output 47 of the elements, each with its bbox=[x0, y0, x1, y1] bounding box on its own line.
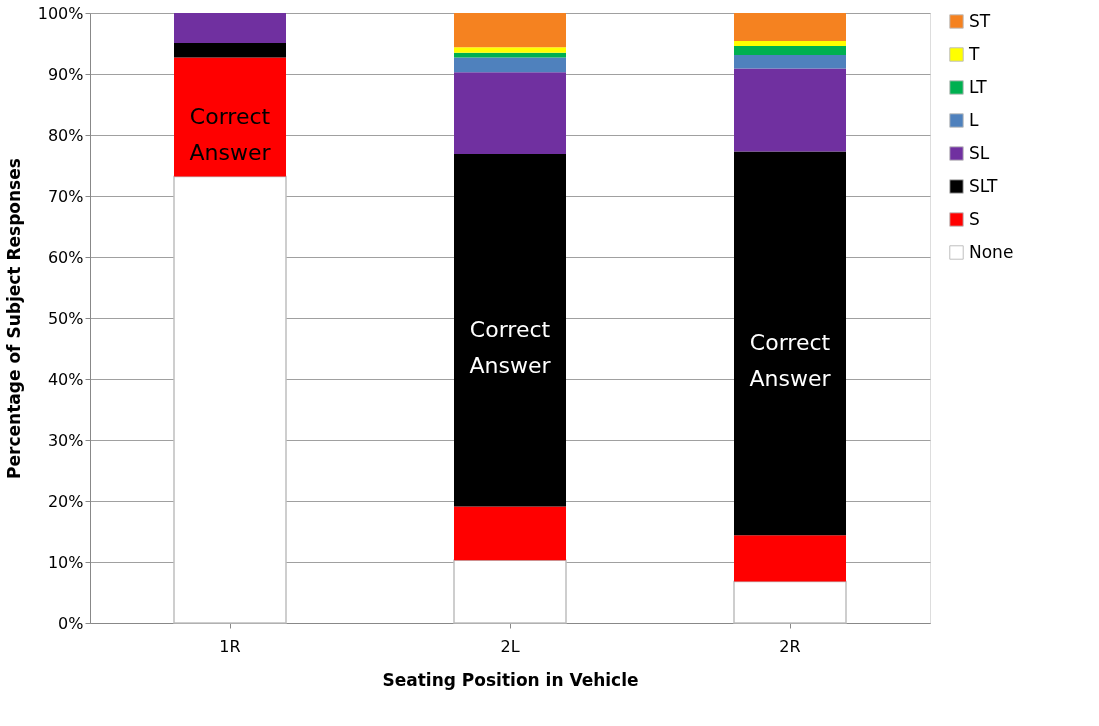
x-tick-label: 2R bbox=[779, 636, 801, 656]
bar bbox=[734, 45, 846, 56]
y-tick-label: 10% bbox=[47, 552, 84, 572]
y-tick-label: 0% bbox=[58, 613, 84, 633]
y-tick-label: 50% bbox=[47, 308, 84, 328]
annotation: Correct Answer bbox=[749, 330, 832, 392]
bar bbox=[454, 13, 566, 48]
bar bbox=[174, 42, 286, 58]
bar bbox=[734, 68, 846, 152]
bar bbox=[454, 57, 566, 73]
x-tick-label: 2L bbox=[500, 636, 520, 656]
legend-label: SLT bbox=[969, 175, 998, 196]
bar bbox=[734, 535, 846, 582]
bar bbox=[174, 13, 286, 43]
y-tick-label: 40% bbox=[47, 369, 84, 389]
x-axis-title: Seating Position in Vehicle bbox=[382, 669, 639, 690]
bar bbox=[734, 13, 846, 42]
y-tick-label: 70% bbox=[47, 186, 84, 206]
y-tick-label: 20% bbox=[47, 491, 84, 511]
bar bbox=[454, 153, 566, 507]
y-axis-title: Percentage of Subject Responses bbox=[3, 158, 24, 479]
bar bbox=[733, 580, 847, 624]
bar bbox=[454, 506, 566, 561]
y-tick-label: 90% bbox=[47, 64, 84, 84]
legend-label: LT bbox=[969, 76, 988, 97]
legend-label: S bbox=[969, 208, 980, 229]
bar bbox=[173, 175, 287, 624]
y-tick-label: 30% bbox=[47, 430, 84, 450]
bar bbox=[454, 47, 566, 53]
bar bbox=[454, 72, 566, 154]
x-tick-label: 1R bbox=[219, 636, 241, 656]
annotation: Correct Answer bbox=[469, 317, 552, 379]
bar bbox=[174, 57, 286, 177]
annotation: Correct Answer bbox=[189, 104, 272, 166]
bar bbox=[734, 41, 846, 46]
legend-label: L bbox=[969, 109, 979, 130]
y-tick-label: 100% bbox=[37, 3, 84, 23]
bar bbox=[734, 151, 846, 536]
legend-label: ST bbox=[969, 10, 991, 31]
bar bbox=[734, 55, 846, 69]
y-tick-label: 80% bbox=[47, 125, 84, 145]
legend-label: SL bbox=[969, 142, 990, 163]
bar bbox=[454, 52, 566, 58]
legend-label: None bbox=[969, 241, 1014, 262]
legend-label: T bbox=[968, 43, 980, 64]
y-tick-label: 60% bbox=[47, 247, 84, 267]
bar bbox=[453, 559, 567, 624]
